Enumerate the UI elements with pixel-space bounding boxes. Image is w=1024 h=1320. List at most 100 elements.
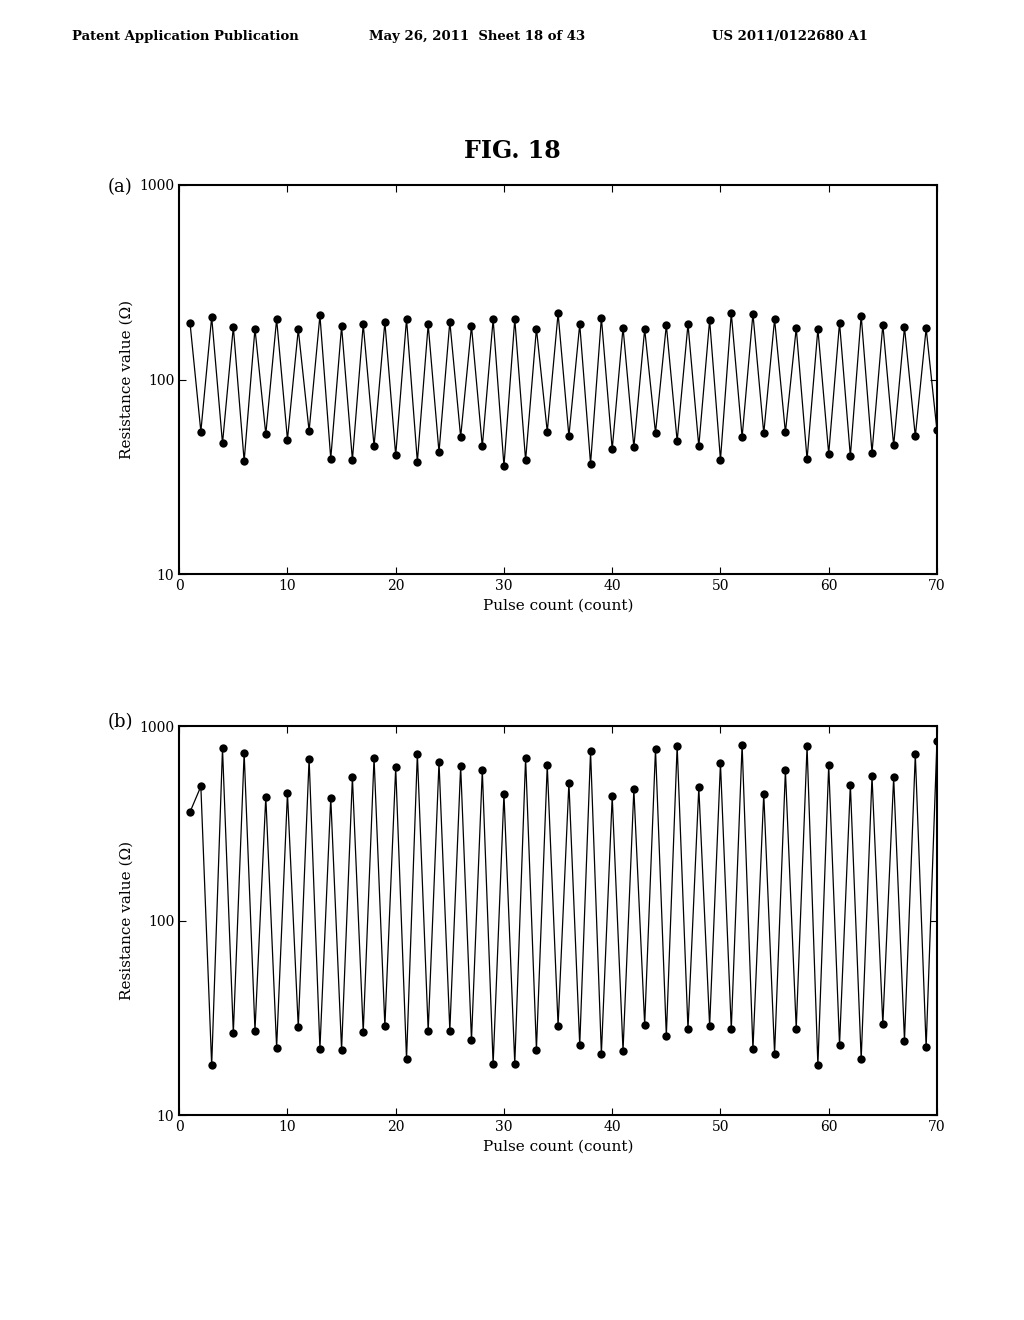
Point: [583, 453, 599, 474]
Point: [788, 1018, 805, 1039]
Point: [539, 421, 555, 442]
Point: [864, 442, 881, 463]
Point: [842, 446, 858, 467]
Point: [311, 305, 328, 326]
Point: [410, 743, 426, 764]
Point: [463, 1030, 479, 1051]
Point: [647, 422, 664, 444]
Point: [323, 447, 339, 469]
Point: [756, 422, 772, 444]
Point: [236, 742, 252, 763]
Point: [258, 787, 274, 808]
Point: [744, 304, 761, 325]
Point: [734, 426, 751, 447]
Point: [474, 436, 490, 457]
Point: [853, 1048, 869, 1069]
Point: [398, 1048, 415, 1069]
Point: [701, 1015, 718, 1036]
Point: [626, 437, 642, 458]
Point: [701, 310, 718, 331]
Point: [680, 1019, 696, 1040]
Point: [734, 734, 751, 755]
Point: [247, 1020, 263, 1041]
Point: [690, 436, 707, 457]
Point: [561, 772, 578, 793]
Point: [193, 776, 209, 797]
Point: [204, 306, 220, 327]
Point: [431, 751, 447, 772]
Point: [658, 314, 675, 335]
Point: [323, 787, 339, 808]
Point: [474, 760, 490, 781]
Point: [334, 1039, 350, 1060]
Point: [334, 315, 350, 337]
Point: [929, 420, 945, 441]
Y-axis label: Resistance value (Ω): Resistance value (Ω): [120, 300, 134, 459]
Point: [453, 426, 469, 447]
X-axis label: Pulse count (count): Pulse count (count): [483, 1139, 633, 1154]
Point: [777, 760, 794, 781]
Point: [550, 302, 566, 323]
Point: [301, 748, 317, 770]
Point: [528, 1039, 545, 1060]
X-axis label: Pulse count (count): Pulse count (count): [483, 598, 633, 612]
Point: [604, 438, 621, 459]
Text: FIG. 18: FIG. 18: [464, 139, 560, 162]
Point: [485, 1053, 502, 1074]
Point: [680, 314, 696, 335]
Point: [496, 783, 512, 804]
Point: [420, 314, 436, 335]
Point: [637, 1014, 653, 1035]
Text: (a): (a): [108, 178, 132, 197]
Point: [247, 318, 263, 339]
Point: [507, 309, 523, 330]
Point: [193, 421, 209, 442]
Point: [268, 309, 285, 330]
Point: [290, 319, 306, 341]
Point: [571, 1035, 588, 1056]
Point: [723, 1019, 739, 1040]
Point: [593, 308, 609, 329]
Point: [886, 767, 902, 788]
Point: [204, 1055, 220, 1076]
Point: [604, 785, 621, 807]
Point: [377, 1016, 393, 1038]
Point: [453, 755, 469, 776]
Point: [441, 312, 458, 333]
Point: [864, 766, 881, 787]
Point: [214, 433, 230, 454]
Point: [626, 779, 642, 800]
Point: [496, 455, 512, 477]
Point: [398, 309, 415, 330]
Point: [820, 755, 837, 776]
Text: (b): (b): [108, 713, 133, 731]
Point: [344, 449, 360, 470]
Point: [874, 314, 891, 335]
Point: [744, 1039, 761, 1060]
Point: [777, 422, 794, 444]
Point: [756, 783, 772, 804]
Point: [214, 738, 230, 759]
Point: [614, 317, 631, 338]
Point: [918, 318, 934, 339]
Point: [713, 449, 729, 470]
Point: [528, 318, 545, 339]
Point: [820, 444, 837, 465]
Point: [387, 756, 403, 777]
Point: [410, 451, 426, 473]
Point: [799, 735, 815, 756]
Point: [669, 735, 685, 756]
Point: [301, 421, 317, 442]
Point: [355, 1022, 372, 1043]
Point: [182, 313, 199, 334]
Point: [441, 1020, 458, 1041]
Point: [420, 1020, 436, 1041]
Point: [387, 445, 403, 466]
Point: [853, 305, 869, 326]
Point: [907, 426, 924, 447]
Point: [929, 730, 945, 751]
Point: [355, 314, 372, 335]
Point: [713, 752, 729, 774]
Point: [896, 317, 912, 338]
Point: [517, 747, 534, 768]
